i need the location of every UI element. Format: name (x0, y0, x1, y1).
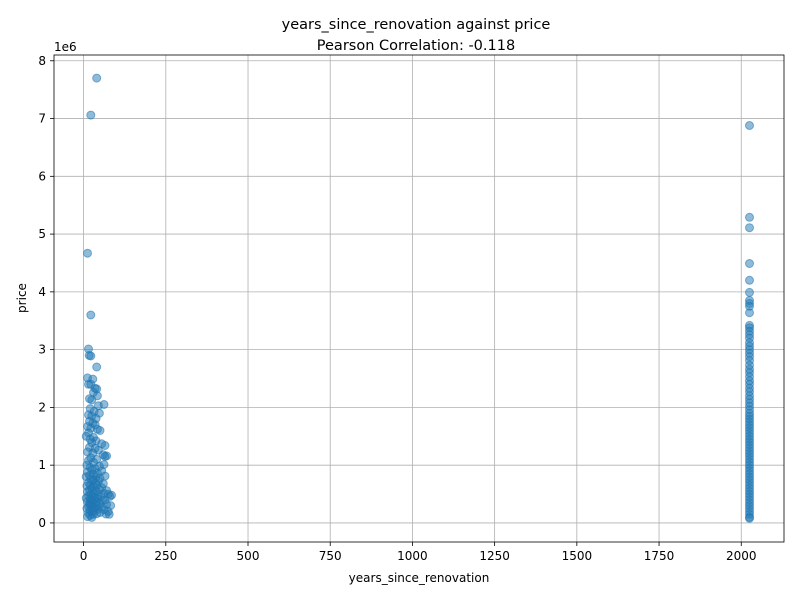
x-tick-label: 2000 (726, 549, 757, 563)
x-tick-label: 250 (154, 549, 177, 563)
y-tick-label: 5 (38, 227, 46, 241)
x-tick-label: 1000 (397, 549, 428, 563)
x-tick-label: 1750 (644, 549, 675, 563)
data-points (81, 73, 754, 523)
y-tick-label: 4 (38, 285, 46, 299)
x-tick-label: 1250 (479, 549, 510, 563)
y-tick-label: 6 (38, 169, 46, 183)
grid-lines (54, 55, 784, 542)
chart-title: years_since_renovation against price (282, 17, 551, 33)
x-tick-label: 1500 (562, 549, 593, 563)
x-tick-label: 750 (319, 549, 342, 563)
data-point (100, 452, 110, 461)
data-point (745, 121, 754, 130)
data-point (83, 248, 92, 258)
y-tick-label: 2 (38, 400, 46, 414)
data-point (87, 512, 97, 522)
y-tick-label: 0 (38, 516, 46, 530)
plot-frame (53, 54, 785, 543)
chart-subtitle: Pearson Correlation: -0.118 (317, 38, 515, 54)
axis-ticks: 0 250 500 750 1000 1250 1500 1750 2000 0 1 2 3 4 5 6 7 8 (38, 54, 756, 563)
data-point (86, 351, 96, 361)
data-point (745, 212, 754, 222)
x-tick-label: 0 (80, 549, 88, 563)
data-point (92, 73, 102, 83)
data-point (104, 509, 114, 519)
data-point (745, 287, 754, 297)
data-point (745, 275, 754, 285)
data-point (95, 426, 105, 435)
y-tick-label: 3 (38, 343, 46, 357)
x-tick-label: 500 (237, 549, 260, 563)
data-point (100, 441, 110, 450)
y-axis-label: price (15, 283, 29, 313)
data-point (745, 513, 754, 523)
data-point (745, 259, 754, 268)
data-point (87, 395, 97, 405)
y-tick-label: 7 (38, 112, 46, 126)
x-axis-label: years_since_renovation (349, 571, 490, 585)
y-tick-label: 8 (38, 54, 46, 68)
data-point (745, 308, 754, 318)
data-point (86, 110, 96, 120)
y-tick-label: 1 (38, 458, 46, 472)
data-point (86, 310, 96, 320)
y-offset-label: 1e6 (54, 40, 77, 54)
data-point (92, 362, 102, 372)
data-point (745, 223, 754, 233)
